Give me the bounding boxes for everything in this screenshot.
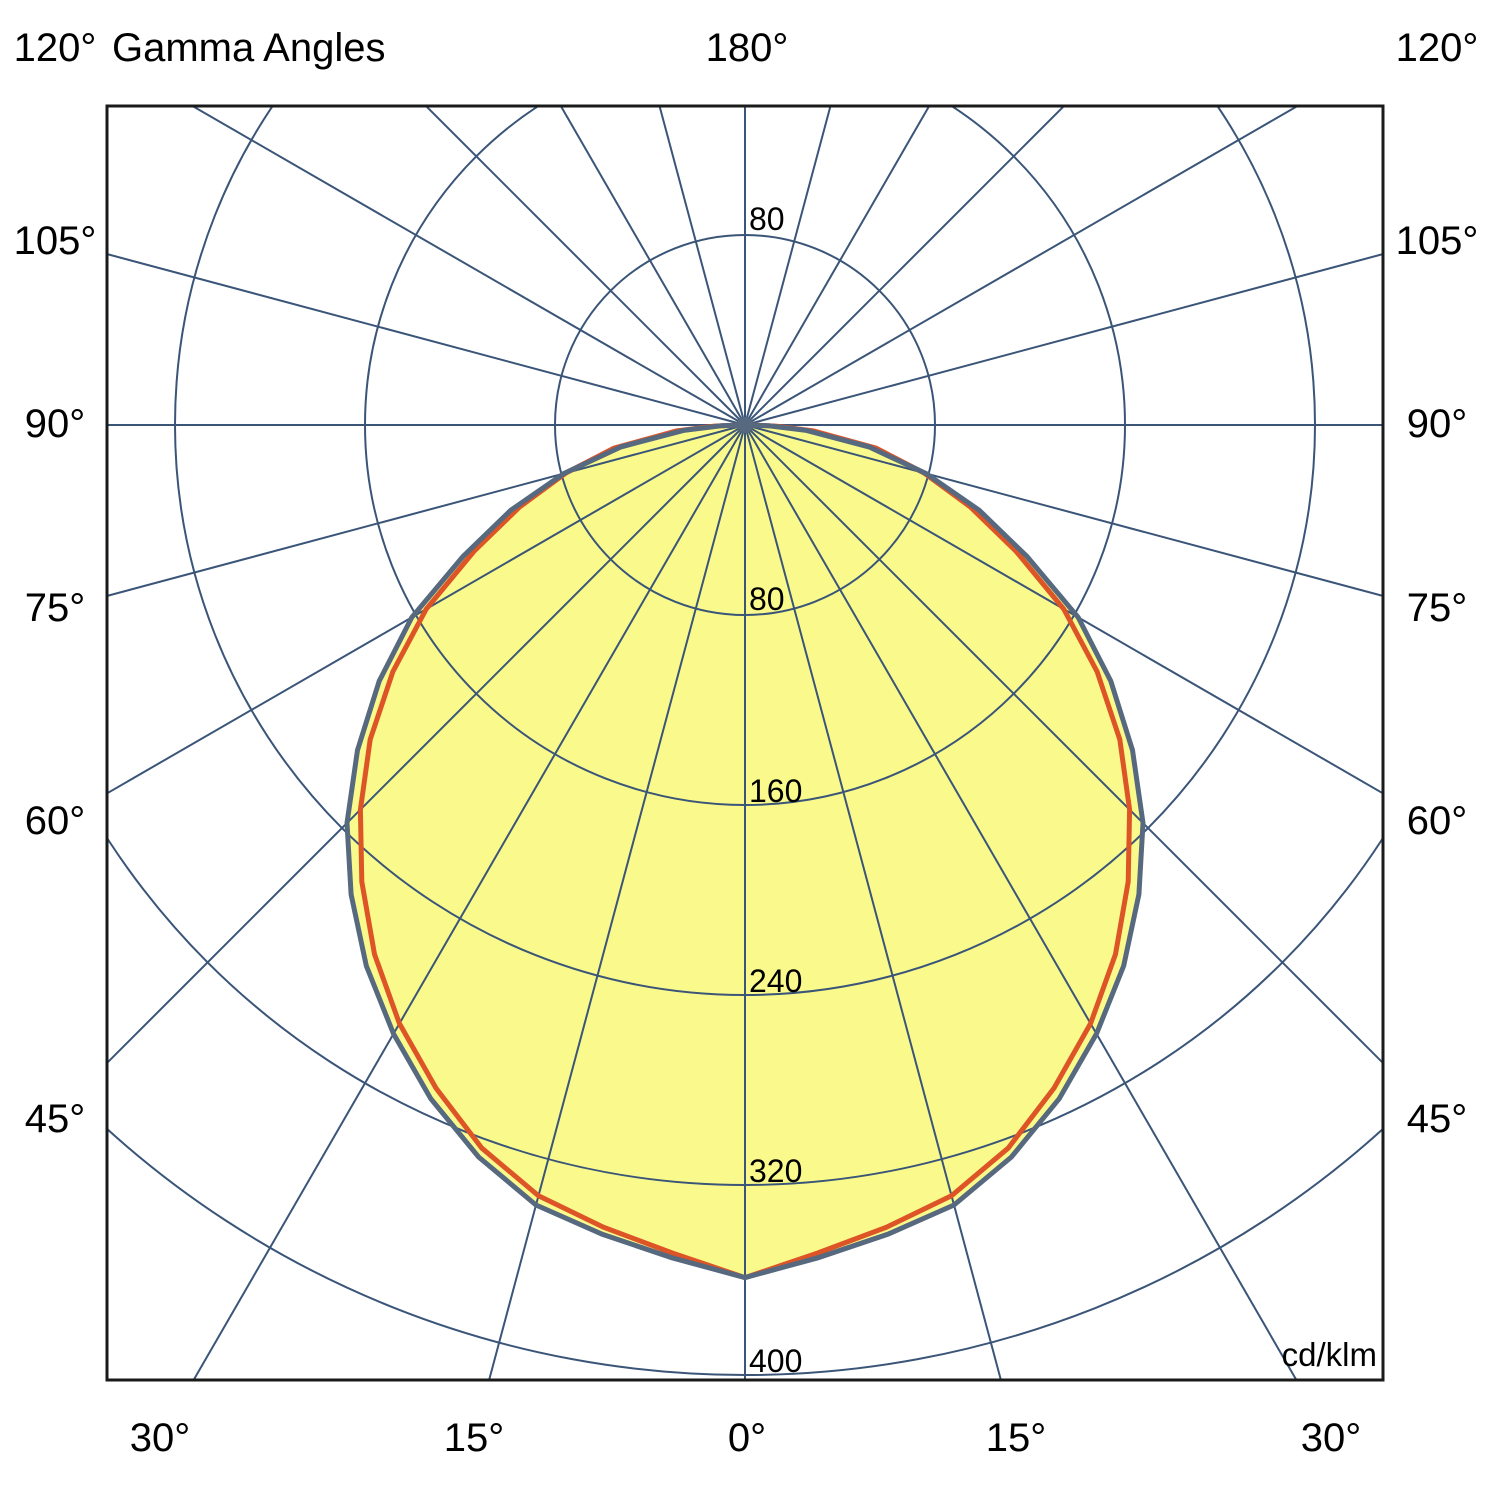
grid-ray-315 [107,424,746,1065]
gamma-label-bottom-left-30: 30° [130,1416,191,1460]
grid-ray-45 [744,424,1383,1065]
grid-ray-135 [744,106,1066,426]
grid-ray-75 [744,424,1383,597]
grid-ray-255 [107,253,746,426]
gamma-label-right-90: 90° [1407,402,1468,446]
grid-ray-210 [559,106,746,426]
intensity-curve-blue [344,422,1146,1281]
page-title: Gamma Angles [112,26,385,70]
grid-ray-120 [744,106,1300,426]
polar-origin-dot [737,417,753,433]
radial-tick-80-upper: 80 [749,201,785,237]
radial-tick-80: 80 [749,581,785,617]
gamma-label-bottom-left-15: 15° [444,1416,505,1460]
grid-ray-195 [658,106,746,426]
gamma-label-right-105: 105° [1396,219,1479,263]
gamma-label-left-60: 60° [25,799,86,843]
gamma-label-left-45: 45° [25,1097,86,1141]
radial-tick-160: 160 [749,773,802,809]
gamma-label-left-105: 105° [14,219,97,263]
gamma-label-top-right-120: 120° [1396,26,1479,70]
gamma-label-top-left-120: 120° [14,26,97,70]
grid-ray-15 [744,424,1002,1380]
grid-ray-165 [744,106,832,426]
gamma-label-right-45: 45° [1407,1097,1468,1141]
grid-ray-300 [107,424,746,795]
gamma-label-right-60: 60° [1407,799,1468,843]
grid-ray-225 [424,106,746,426]
units-label: cd/klm [1282,1336,1377,1373]
gamma-label-bottom-right-15: 15° [986,1416,1047,1460]
radial-tick-400: 400 [749,1343,802,1379]
grid-ray-240 [190,106,746,426]
grid-ray-150 [744,106,931,426]
gamma-label-top-180: 180° [706,26,789,70]
grid-ray-105 [744,253,1383,426]
gamma-label-left-90: 90° [25,402,86,446]
grid-ray-285 [107,424,746,597]
gamma-label-left-75: 75° [25,586,86,630]
radial-tick-320: 320 [749,1153,802,1189]
gamma-label-bottom-0: 0° [728,1416,766,1460]
radial-tick-240: 240 [749,963,802,999]
gamma-label-right-75: 75° [1407,586,1468,630]
grid-ray-60 [744,424,1383,795]
gamma-label-bottom-right-30: 30° [1301,1416,1362,1460]
plot-frame [105,104,1385,1382]
grid-ray-345 [488,424,746,1380]
